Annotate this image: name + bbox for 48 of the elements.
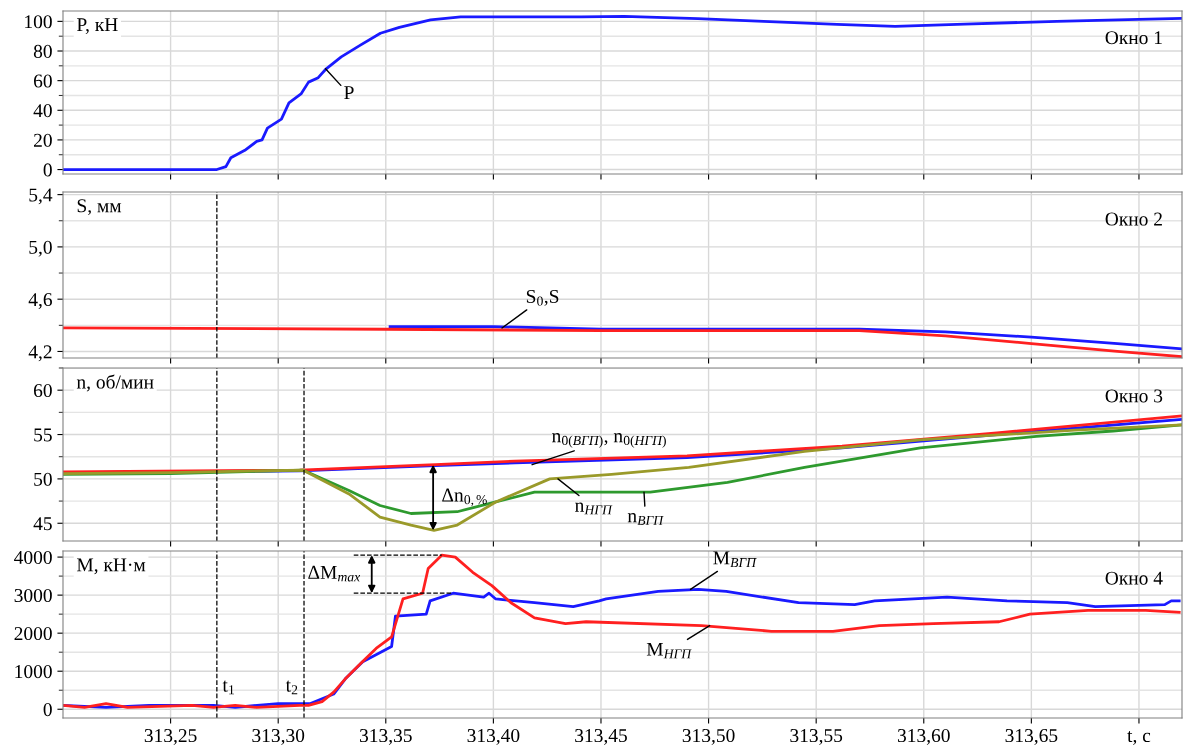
x-tick-label: 313,25 xyxy=(144,729,197,745)
y-axis-title: P, кН xyxy=(76,18,118,34)
x-tick-label: 313,55 xyxy=(790,729,843,745)
x-tick-label: t, с xyxy=(1127,730,1151,745)
y-tick-label: 2000 xyxy=(14,626,52,641)
y-tick-label: 3000 xyxy=(14,588,52,603)
y-tick-label: 5,0 xyxy=(29,240,52,257)
y-tick-label: 4000 xyxy=(14,550,52,565)
annotation: Окно 1 xyxy=(1105,31,1162,45)
annotation: M$_{ВГП}$ xyxy=(713,551,757,568)
x-tick-label: 313,35 xyxy=(359,729,412,745)
annotation: n$_{НГП}$ xyxy=(575,502,613,515)
y-tick-label: 100 xyxy=(25,15,52,29)
y-axis-title: M, кН·м xyxy=(76,558,146,575)
annotation: ΔM$_{max}$ xyxy=(308,565,361,582)
annotation: Окно 4 xyxy=(1105,571,1163,585)
y-tick-label: 80 xyxy=(33,44,52,58)
y-tick-label: 4,2 xyxy=(28,345,52,362)
annotation: Окно 3 xyxy=(1105,389,1163,403)
x-tick-label: 313,40 xyxy=(467,728,520,745)
annotation: n$_{0(ВГП)}$, n$_{0(НГП)}$ xyxy=(552,433,666,448)
y-tick-label: 40 xyxy=(33,104,52,118)
y-tick-label: 45 xyxy=(33,517,52,531)
annotation: Δn$_{0,%}$ xyxy=(442,488,487,507)
x-tick-label: 313,30 xyxy=(252,728,305,745)
x-tick-label: 313,50 xyxy=(682,728,735,745)
annotation: M$_{НГП}$ xyxy=(646,642,692,659)
x-tick-label: 313,45 xyxy=(575,729,627,745)
y-tick-label: 0 xyxy=(43,163,52,177)
y-tick-label: 4,6 xyxy=(28,293,52,309)
annotation: P xyxy=(344,86,354,99)
x-tick-label: 313,65 xyxy=(1005,729,1058,745)
y-tick-label: 20 xyxy=(33,133,52,147)
y-tick-label: 60 xyxy=(33,384,52,398)
y-tick-label: 60 xyxy=(33,74,52,88)
y-tick-label: 50 xyxy=(34,472,52,486)
x-tick-label: 313,60 xyxy=(897,728,950,745)
annotation: Окно 2 xyxy=(1105,212,1162,226)
y-axis-title: S, мм xyxy=(77,199,122,216)
annotation: S$_{0}$,S xyxy=(526,289,559,306)
y-tick-label: 55 xyxy=(34,428,52,442)
ref-line-label: t$_{1}$ xyxy=(222,680,234,695)
ref-line-label: t$_{2}$ xyxy=(285,680,298,695)
y-tick-label: 1000 xyxy=(15,665,52,679)
y-tick-label: 0 xyxy=(43,703,52,717)
annotation: n$_{ВГП}$ xyxy=(627,513,664,525)
y-tick-label: 5,4 xyxy=(29,188,53,205)
y-axis-title: n, об/мин xyxy=(76,374,154,392)
